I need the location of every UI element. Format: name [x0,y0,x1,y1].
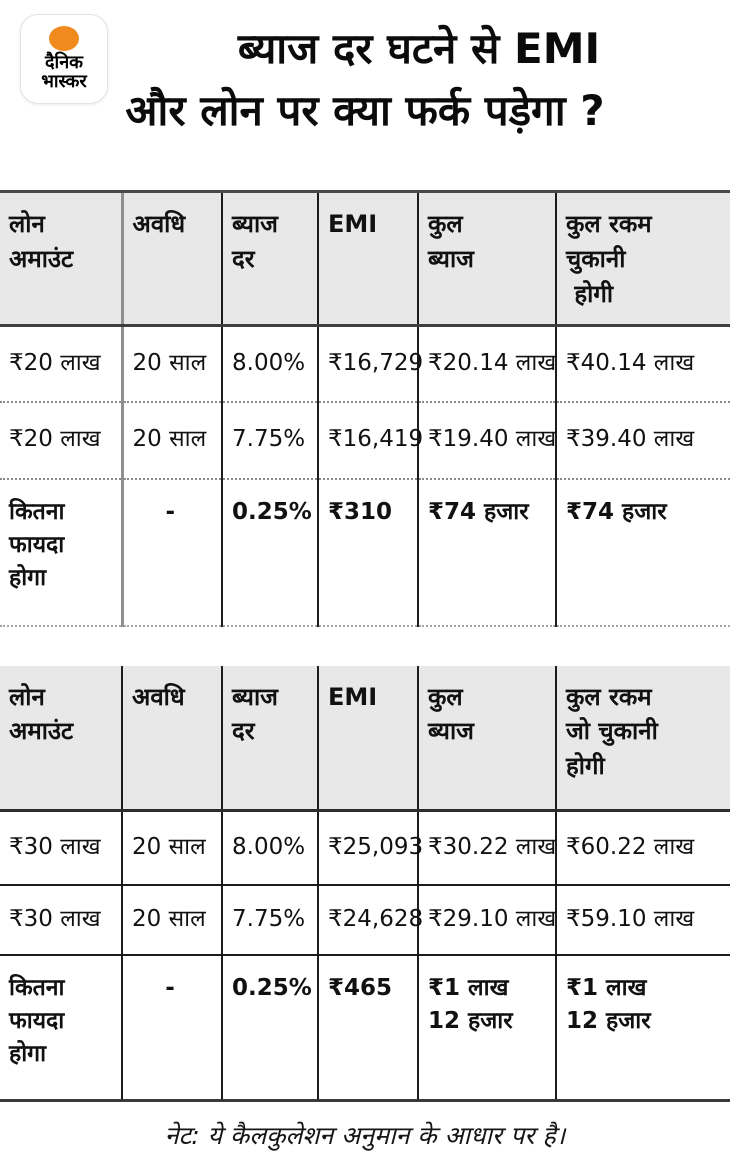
column-header-loan-amount: लोन अमाउंट [0,665,122,812]
column-header-total-payable: कुल रकम जो चुकानी होगी [555,665,730,812]
table-header-row: लोन अमाउंट अवधि ब्याज दर EMI कुल ब्याज क… [0,665,730,812]
cell-total-payable: ₹60.22 लाख [555,810,730,886]
masthead: दैनिक भास्कर ब्याज दर घटने से EMI और लोन… [0,0,730,190]
cell-total-interest: ₹30.22 लाख [417,810,556,886]
loan-table-20-lakh: लोन अमाउंट अवधि ब्याज दर EMI कुल ब्याज क… [0,190,730,627]
cell-interest-rate: 7.75% [221,884,318,956]
column-header-tenure: अवधि [120,190,222,327]
page-title: ब्याज दर घटने से EMI और लोन पर क्या फर्क… [0,0,730,137]
logo-wordmark: दैनिक भास्कर [41,52,87,92]
logo-line-1: दैनिक [44,52,84,74]
table-row: ₹20 लाख 20 साल 7.75% ₹16,419 ₹19.40 लाख … [0,401,730,480]
table-header-row: लोन अमाउंट अवधि ब्याज दर EMI कुल ब्याज क… [0,190,730,327]
cell-emi: ₹465 [317,954,418,1102]
cell-loan-amount: ₹20 लाख [0,401,122,480]
cell-interest-rate: 7.75% [221,401,318,480]
cell-emi: ₹16,419 [317,401,423,480]
cell-total-interest: ₹29.10 लाख [417,884,556,956]
table-row-benefit: कितना फायदा होगा - 0.25% ₹310 ₹74 हजार ₹… [0,478,730,627]
cell-total-interest: ₹74 हजार [417,478,556,627]
cell-tenure: 20 साल [121,810,222,886]
column-header-tenure: अवधि [121,665,222,812]
loan-table-30-lakh: लोन अमाउंट अवधि ब्याज दर EMI कुल ब्याज क… [0,665,730,1102]
column-header-emi: EMI [317,190,418,327]
logo-line-2: भास्कर [41,71,87,92]
column-header-loan-amount: लोन अमाउंट [0,190,122,327]
cell-benefit-label: कितना फायदा होगा [0,954,122,1102]
table-row: ₹20 लाख 20 साल 8.00% ₹16,729 ₹20.14 लाख … [0,325,730,403]
cell-emi: ₹16,729 [317,325,423,403]
column-header-emi: EMI [317,665,418,812]
cell-total-interest: ₹1 लाख 12 हजार [417,954,556,1102]
cell-total-payable: ₹39.40 लाख [555,401,730,480]
table-row-benefit: कितना फायदा होगा - 0.25% ₹465 ₹1 लाख 12 … [0,954,730,1102]
cell-interest-rate: 0.25% [221,478,318,627]
cell-interest-rate: 0.25% [221,954,318,1102]
cell-total-payable: ₹74 हजार [555,478,730,627]
cell-emi: ₹24,628 [317,884,423,956]
table-row: ₹30 लाख 20 साल 7.75% ₹24,628 ₹29.10 लाख … [0,884,730,956]
column-header-total-interest: कुल ब्याज [417,665,556,812]
cell-tenure: 20 साल [121,884,222,956]
cell-interest-rate: 8.00% [221,810,318,886]
cell-tenure: - [121,954,222,1102]
footer-note: नेट: ये कैलकुलेशन अनुमान के आधार पर है। [164,1121,566,1150]
cell-loan-amount: ₹20 लाख [0,325,122,403]
cell-total-payable: ₹40.14 लाख [555,325,730,403]
cell-emi: ₹310 [317,478,418,627]
column-header-total-interest: कुल ब्याज [417,190,556,327]
column-header-interest-rate: ब्याज दर [221,665,318,812]
cell-interest-rate: 8.00% [221,325,318,403]
cell-tenure: 20 साल [120,325,222,403]
cell-emi: ₹25,093 [317,810,423,886]
cell-loan-amount: ₹30 लाख [0,810,122,886]
cell-tenure: 20 साल [120,401,222,480]
cell-total-interest: ₹20.14 लाख [417,325,556,403]
cell-loan-amount: ₹30 लाख [0,884,122,956]
sun-dot-icon [49,26,79,52]
cell-total-payable: ₹59.10 लाख [555,884,730,956]
cell-tenure: - [120,478,222,627]
page-title-line-1: ब्याज दर घटने से EMI [237,24,601,73]
column-header-total-payable: कुल रकम चुकानी होगी [555,190,730,327]
dainik-bhaskar-logo: दैनिक भास्कर [20,14,108,104]
table-row: ₹30 लाख 20 साल 8.00% ₹25,093 ₹30.22 लाख … [0,810,730,886]
column-header-interest-rate: ब्याज दर [221,190,318,327]
cell-benefit-label: कितना फायदा होगा [0,478,122,627]
page-title-line-2: और लोन पर क्या फर्क पड़ेगा ? [125,86,605,136]
cell-total-payable: ₹1 लाख 12 हजार [555,954,730,1102]
cell-total-interest: ₹19.40 लाख [417,401,556,480]
